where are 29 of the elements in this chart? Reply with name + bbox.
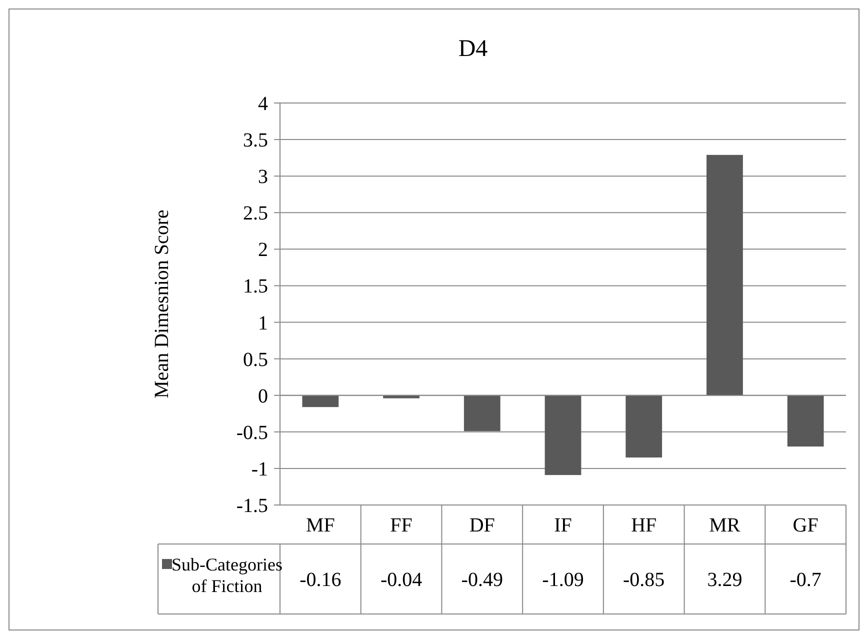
data-label: -0.7 (790, 569, 822, 591)
y-tick-label: 0 (258, 385, 268, 408)
data-label: -0.85 (623, 569, 665, 591)
x-tick-label: MR (709, 514, 741, 536)
x-tick-label: IF (554, 514, 572, 536)
y-tick-label: -1 (251, 458, 268, 480)
data-label: -0.16 (300, 569, 342, 591)
y-tick-label: -0.5 (236, 422, 268, 444)
y-tick-label: 4 (258, 93, 268, 115)
y-tick-label: 0.5 (243, 348, 268, 371)
y-tick-label: 3 (258, 166, 268, 188)
y-tick-label: 1.5 (243, 276, 268, 298)
y-tick-label: 2 (258, 239, 268, 262)
y-tick-label: 1 (258, 312, 268, 334)
x-tick-label: HF (631, 514, 657, 536)
x-tick-label: GF (792, 514, 818, 536)
legend-label: Sub-Categories of Fiction (172, 554, 282, 596)
data-label: -1.09 (542, 569, 584, 591)
chart-title: D4 (458, 36, 488, 62)
x-tick-label: FF (390, 514, 412, 536)
data-label: -0.49 (461, 569, 503, 591)
x-tick-label: DF (469, 514, 495, 536)
data-label: -0.04 (380, 569, 422, 591)
x-tick-label: MF (306, 514, 335, 536)
y-axis-title: Mean Dimesnion Score (151, 209, 173, 398)
y-tick-label: 2.5 (243, 202, 268, 225)
data-label: 3.29 (707, 569, 742, 591)
y-tick-label: 3.5 (243, 130, 268, 152)
y-tick-label: -1.5 (236, 495, 268, 517)
